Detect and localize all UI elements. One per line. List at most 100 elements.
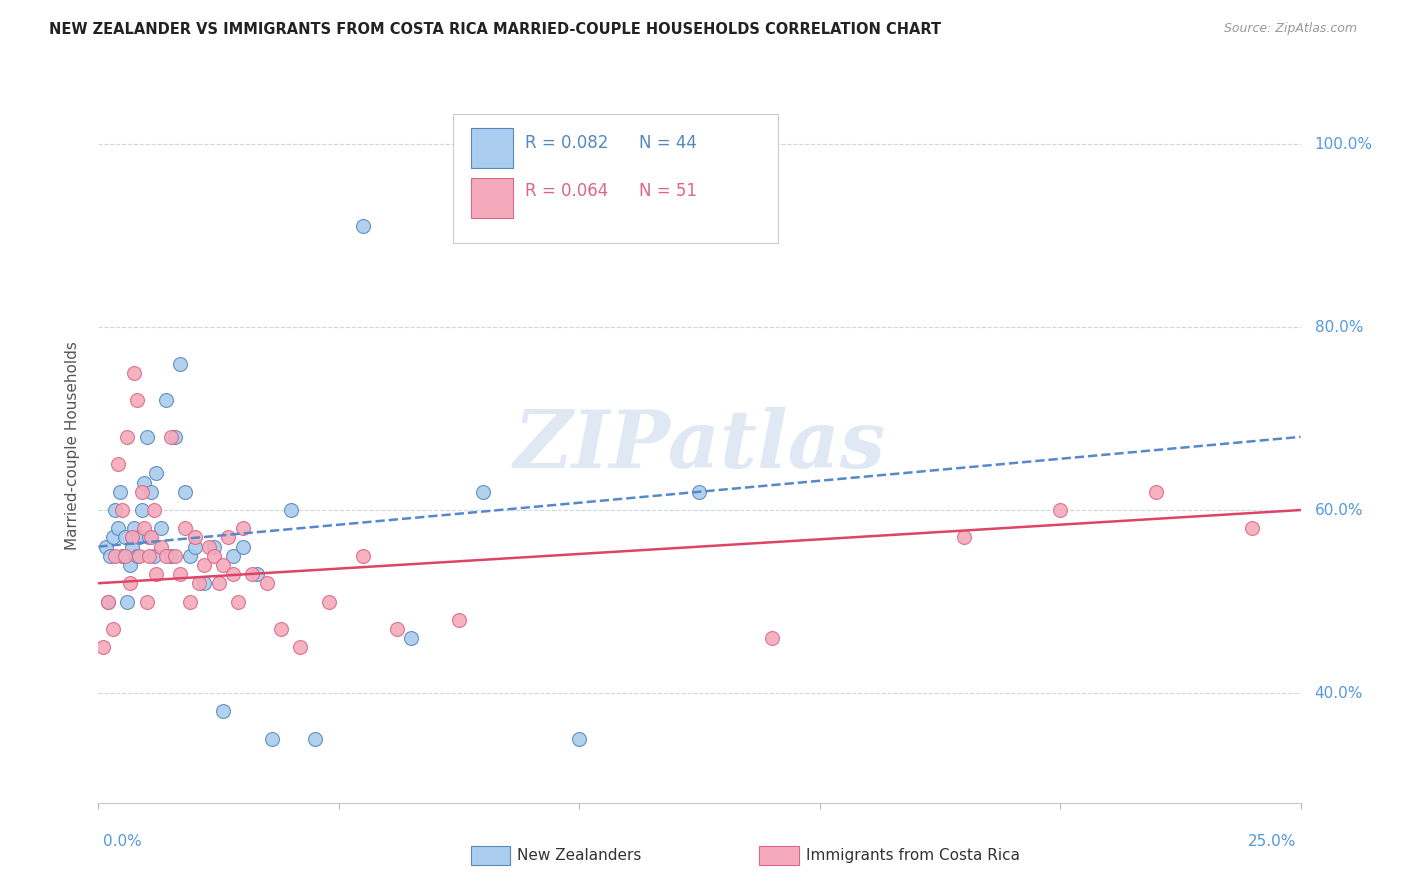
Point bbox=[270, 622, 292, 636]
Point bbox=[111, 503, 134, 517]
Point bbox=[97, 594, 120, 608]
Point bbox=[169, 357, 191, 371]
Point bbox=[1049, 503, 1071, 517]
Point bbox=[145, 467, 167, 481]
Point bbox=[165, 549, 187, 563]
Text: 60.0%: 60.0% bbox=[1315, 502, 1362, 517]
Point bbox=[155, 549, 177, 563]
Point bbox=[138, 549, 160, 563]
Point bbox=[179, 549, 201, 563]
Point bbox=[142, 503, 165, 517]
Point bbox=[212, 558, 235, 572]
Point bbox=[121, 540, 143, 554]
Point bbox=[193, 558, 215, 572]
Point bbox=[290, 640, 312, 655]
Text: R = 0.082: R = 0.082 bbox=[526, 134, 609, 152]
Point bbox=[202, 540, 225, 554]
Text: New Zealanders: New Zealanders bbox=[517, 848, 641, 863]
Point bbox=[212, 704, 235, 718]
Point bbox=[141, 484, 163, 499]
Point bbox=[688, 484, 710, 499]
Point bbox=[260, 731, 283, 746]
Point bbox=[135, 594, 157, 608]
Text: R = 0.064: R = 0.064 bbox=[526, 182, 609, 200]
Point bbox=[142, 549, 165, 563]
Point bbox=[208, 576, 231, 591]
Point bbox=[202, 549, 225, 563]
Point bbox=[132, 475, 155, 490]
Point bbox=[155, 393, 177, 408]
Point bbox=[100, 549, 122, 563]
Point bbox=[1144, 484, 1167, 499]
Point bbox=[240, 567, 263, 582]
Text: N = 51: N = 51 bbox=[640, 182, 697, 200]
Point bbox=[111, 549, 134, 563]
Point bbox=[132, 521, 155, 535]
Point bbox=[138, 531, 160, 545]
Point bbox=[104, 503, 127, 517]
Point bbox=[222, 567, 245, 582]
Point bbox=[246, 567, 269, 582]
Point bbox=[226, 594, 249, 608]
Y-axis label: Married-couple Households: Married-couple Households bbox=[65, 342, 80, 550]
Point bbox=[953, 531, 976, 545]
Point bbox=[118, 558, 141, 572]
Point bbox=[352, 219, 374, 234]
Point bbox=[174, 521, 197, 535]
Point bbox=[131, 484, 153, 499]
Point bbox=[149, 521, 172, 535]
Text: N = 44: N = 44 bbox=[640, 134, 697, 152]
Point bbox=[117, 594, 139, 608]
Point bbox=[198, 540, 221, 554]
Point bbox=[179, 594, 201, 608]
Point bbox=[399, 631, 422, 645]
Point bbox=[121, 531, 143, 545]
Point bbox=[352, 549, 374, 563]
Point bbox=[94, 540, 117, 554]
Point bbox=[135, 430, 157, 444]
Point bbox=[149, 540, 172, 554]
Point bbox=[232, 540, 254, 554]
Point bbox=[183, 540, 205, 554]
Point bbox=[217, 531, 239, 545]
Point bbox=[128, 531, 150, 545]
Point bbox=[101, 531, 124, 545]
Point bbox=[101, 622, 124, 636]
Text: ZIPatlas: ZIPatlas bbox=[513, 408, 886, 484]
Point bbox=[188, 576, 211, 591]
FancyBboxPatch shape bbox=[453, 114, 778, 243]
Text: Source: ZipAtlas.com: Source: ZipAtlas.com bbox=[1223, 22, 1357, 36]
Text: NEW ZEALANDER VS IMMIGRANTS FROM COSTA RICA MARRIED-COUPLE HOUSEHOLDS CORRELATIO: NEW ZEALANDER VS IMMIGRANTS FROM COSTA R… bbox=[49, 22, 942, 37]
Point bbox=[472, 484, 495, 499]
Point bbox=[141, 531, 163, 545]
Point bbox=[169, 567, 191, 582]
Point bbox=[280, 503, 302, 517]
Point bbox=[145, 567, 167, 582]
Point bbox=[159, 430, 181, 444]
Point bbox=[124, 521, 146, 535]
Point bbox=[124, 366, 146, 380]
Point bbox=[1241, 521, 1264, 535]
Point bbox=[304, 731, 326, 746]
Point bbox=[256, 576, 278, 591]
Point bbox=[447, 613, 470, 627]
Text: 0.0%: 0.0% bbox=[103, 834, 142, 849]
Point bbox=[232, 521, 254, 535]
Point bbox=[97, 594, 120, 608]
Point bbox=[131, 503, 153, 517]
Point bbox=[104, 549, 127, 563]
Point bbox=[128, 549, 150, 563]
Point bbox=[385, 622, 408, 636]
Text: 80.0%: 80.0% bbox=[1315, 319, 1362, 334]
Point bbox=[193, 576, 215, 591]
Point bbox=[318, 594, 340, 608]
Point bbox=[107, 458, 129, 472]
Point bbox=[183, 531, 205, 545]
Text: 25.0%: 25.0% bbox=[1249, 834, 1296, 849]
Point bbox=[117, 430, 139, 444]
Text: 40.0%: 40.0% bbox=[1315, 686, 1362, 700]
Point bbox=[761, 631, 783, 645]
Point bbox=[159, 549, 181, 563]
Point bbox=[114, 531, 136, 545]
Bar bbox=[471, 128, 513, 168]
